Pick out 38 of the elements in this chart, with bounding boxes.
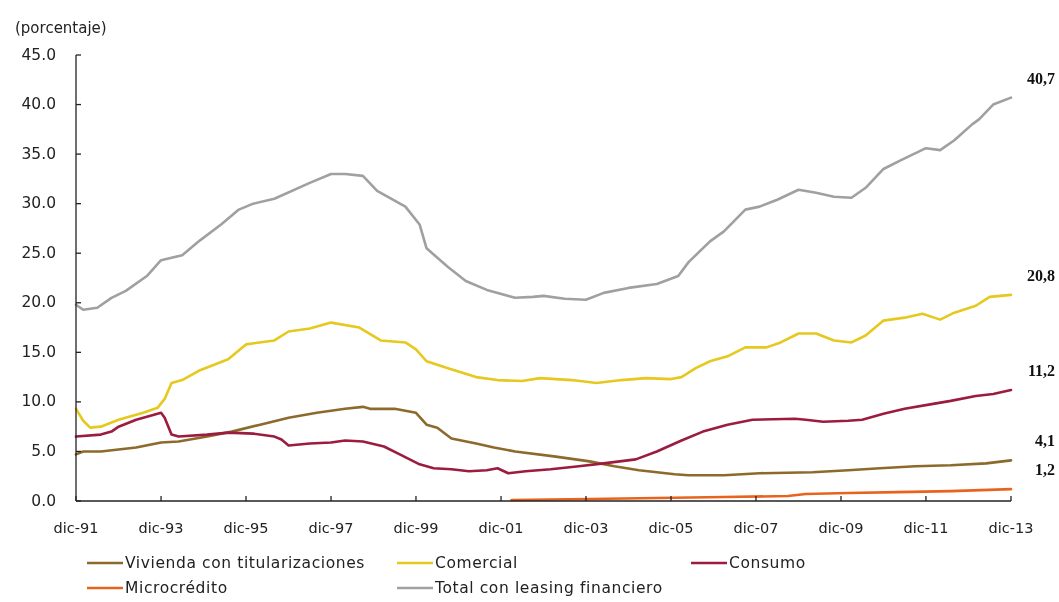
- data-label: 4,1: [1035, 432, 1055, 450]
- line-series: [74, 96, 1013, 312]
- x-tick-label: dic-09: [818, 520, 864, 536]
- y-tick-label: 5.0: [31, 441, 56, 460]
- legend-label: Vivienda con titularizaciones: [125, 553, 365, 572]
- x-tick-label: dic-01: [478, 520, 524, 536]
- x-tick-label: dic-05: [648, 520, 694, 536]
- x-tick-label: dic-11: [903, 520, 949, 536]
- y-tick-label: 0.0: [31, 491, 56, 510]
- x-tick-label: dic-93: [138, 520, 184, 536]
- legend-label: Comercial: [435, 553, 519, 572]
- y-tick-label: 35.0: [21, 144, 56, 163]
- data-label: 40,7: [1027, 69, 1055, 87]
- y-tick-label: 25.0: [21, 243, 56, 262]
- line-series: [74, 293, 1013, 429]
- x-tick-label: dic-99: [393, 520, 439, 536]
- x-tick-label: dic-07: [733, 520, 779, 536]
- y-axis-title: (porcentaje): [15, 18, 107, 37]
- y-tick-label: 30.0: [21, 194, 56, 213]
- y-tick-label: 20.0: [21, 293, 56, 312]
- legend-label: Microcrédito: [125, 578, 228, 597]
- line-series: [74, 388, 1013, 475]
- x-tick-label: dic-03: [563, 520, 609, 536]
- data-label: 20,8: [1027, 266, 1055, 284]
- y-tick-label: 15.0: [21, 342, 56, 361]
- legend-label: Total con leasing financiero: [434, 578, 663, 597]
- line-series: [74, 405, 1013, 477]
- y-tick-label: 45.0: [21, 45, 56, 64]
- data-label: 11,2: [1027, 361, 1055, 379]
- x-tick-label: dic-97: [308, 520, 354, 536]
- line-series: [510, 487, 1013, 502]
- x-tick-label: dic-13: [988, 520, 1034, 536]
- x-tick-label: dic-91: [53, 520, 99, 536]
- x-tick-label: dic-95: [223, 520, 269, 536]
- data-label: 1,2: [1035, 460, 1055, 478]
- legend-label: Consumo: [729, 553, 806, 572]
- y-tick-label: 10.0: [21, 392, 56, 411]
- y-tick-label: 40.0: [21, 95, 56, 114]
